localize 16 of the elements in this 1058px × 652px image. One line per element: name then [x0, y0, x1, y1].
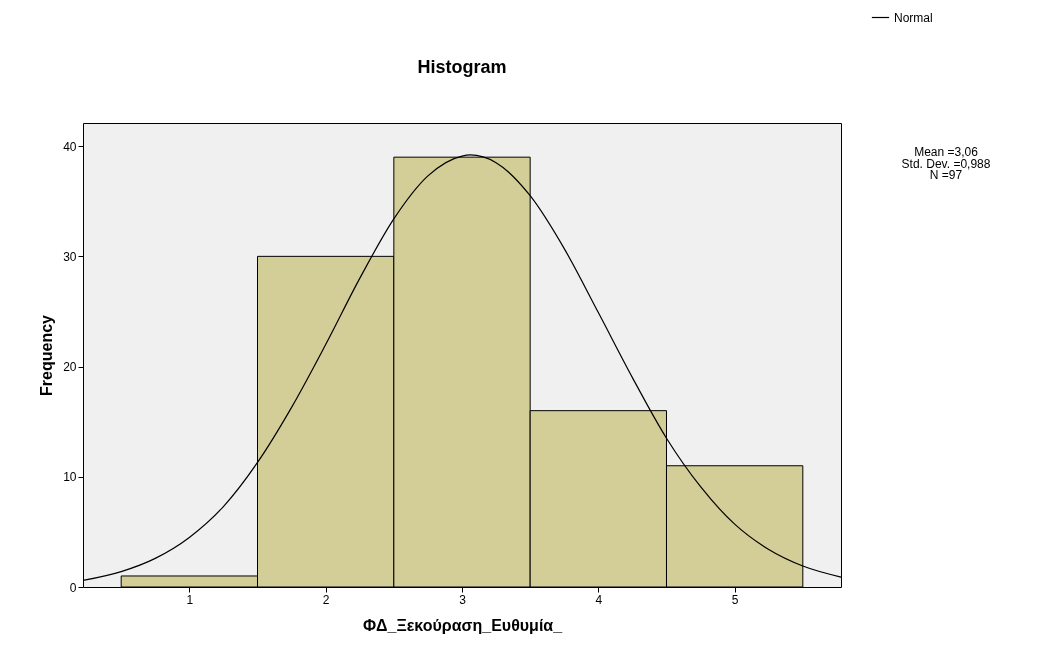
- x-axis-title: ΦΔ_Ξεκούραση_Ευθυμία_: [362, 616, 564, 634]
- chart-title: Histogram: [417, 57, 507, 77]
- legend-label: Normal: [894, 10, 933, 25]
- x-tick-label: 4: [595, 592, 603, 607]
- x-tick-label: 2: [322, 592, 330, 607]
- y-tick-label: 30: [63, 249, 77, 264]
- text: N =97: [929, 168, 963, 182]
- x-tick-label: 5: [731, 592, 739, 607]
- y-tick-label: 40: [63, 139, 77, 154]
- y-axis-title: Frequency: [38, 314, 56, 396]
- text: Mean =3,06: [914, 145, 979, 159]
- x-tick-label: 1: [186, 592, 194, 607]
- y-tick-label: 0: [69, 580, 77, 595]
- y-tick-label: 10: [63, 470, 77, 485]
- y-tick-label: 20: [63, 360, 77, 375]
- x-tick-label: 3: [459, 592, 467, 607]
